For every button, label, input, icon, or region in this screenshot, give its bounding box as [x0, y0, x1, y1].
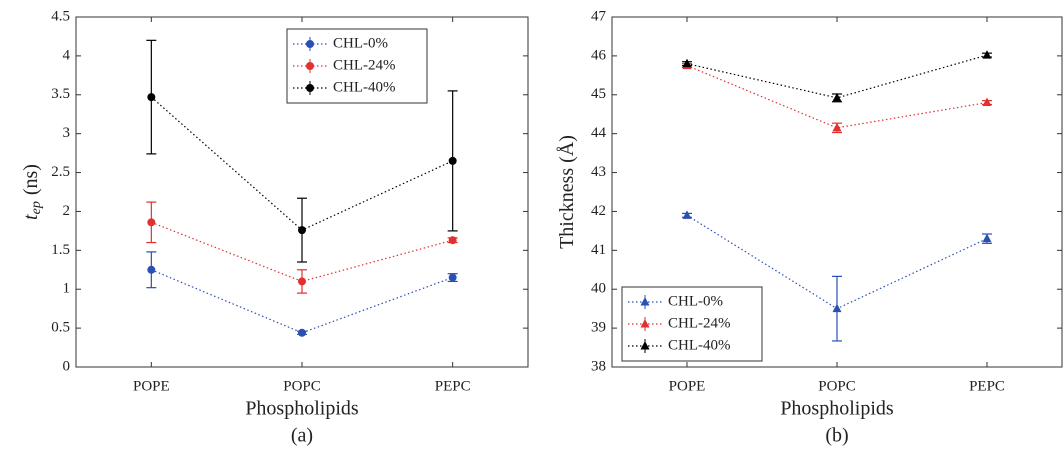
marker — [640, 319, 650, 328]
y-tick-label: 40 — [591, 281, 606, 297]
marker — [298, 328, 306, 337]
series-line — [686, 54, 988, 99]
legend: CHL-0% CHL-24% CHL-40% — [286, 28, 428, 104]
marker — [298, 226, 306, 235]
marker — [147, 218, 156, 227]
y-tick-label: 3 — [63, 125, 71, 141]
marker — [682, 210, 692, 219]
marker — [448, 236, 457, 245]
y-axis-label-part: t — [20, 214, 42, 220]
chart: 0 0.5 1 1.5 2 2.5 3 3.5 4 4.5 POPE POPC PEPC Phosphol… — [20, 8, 529, 447]
legend-label: CHL-0% — [333, 35, 388, 51]
marker — [448, 273, 457, 282]
marker — [306, 84, 314, 92]
y-axis-label: Thickness (Å) — [556, 135, 578, 249]
y-tick-label: 42 — [591, 203, 606, 219]
y-tick-label: 1.5 — [51, 242, 70, 258]
marker — [640, 341, 650, 350]
marker — [306, 62, 314, 70]
marker — [982, 97, 992, 107]
y-axis-label-part: Thickness (Å) — [556, 135, 578, 249]
x-tick-label: POPE — [133, 378, 170, 394]
legend: CHL-0% CHL-24% CHL-40% — [621, 286, 763, 362]
marker — [832, 122, 842, 132]
marker — [147, 93, 156, 102]
caption: (a) — [291, 425, 313, 447]
legend-label: CHL-0% — [668, 293, 723, 309]
x-tick-label: PEPC — [969, 378, 1005, 394]
marker — [448, 156, 457, 165]
x-tick-label: POPC — [818, 378, 856, 394]
legend-label: CHL-40% — [333, 79, 396, 95]
legend-label: CHL-40% — [668, 337, 731, 353]
y-tick-label: 3.5 — [51, 86, 70, 102]
marker — [298, 277, 306, 286]
y-axis-label-part: (ns) — [20, 164, 42, 195]
marker — [682, 58, 692, 68]
legend-label: CHL-24% — [333, 57, 396, 73]
y-tick-label: 0.5 — [51, 320, 70, 336]
y-tick-label: 43 — [591, 164, 606, 180]
marker — [147, 265, 156, 274]
y-tick-label: 45 — [591, 86, 606, 102]
marker — [306, 40, 314, 48]
legend-label: CHL-24% — [668, 315, 731, 331]
marker — [982, 233, 992, 243]
x-axis-label: Phospholipids — [780, 398, 894, 420]
marker — [832, 303, 842, 313]
y-tick-label: 47 — [591, 8, 607, 24]
y-tick-label: 1 — [63, 281, 71, 297]
x-tick-label: POPC — [283, 378, 321, 394]
x-tick-label: POPE — [669, 378, 706, 394]
y-axis-label: tep (ns) — [20, 164, 45, 220]
y-tick-label: 2.5 — [51, 164, 70, 180]
caption: (b) — [825, 425, 848, 447]
marker — [982, 50, 992, 59]
y-tick-label: 38 — [591, 358, 606, 374]
marker — [832, 92, 842, 102]
y-axis-label-part: ep — [29, 201, 44, 214]
chart: 38 39 40 41 42 43 44 45 46 47 POPE POPC PEPC Phosphol… — [556, 8, 1063, 447]
x-axis-label: Phospholipids — [245, 398, 359, 420]
y-tick-label: 46 — [591, 47, 607, 63]
y-tick-label: 2 — [63, 203, 71, 219]
y-tick-label: 4.5 — [51, 8, 70, 24]
y-tick-label: 39 — [591, 320, 606, 336]
y-tick-label: 41 — [591, 242, 606, 258]
y-tick-label: 4 — [63, 47, 71, 63]
y-tick-label: 44 — [591, 125, 607, 141]
marker — [640, 297, 650, 306]
x-tick-label: PEPC — [435, 378, 471, 394]
y-tick-label: 0 — [63, 358, 71, 374]
